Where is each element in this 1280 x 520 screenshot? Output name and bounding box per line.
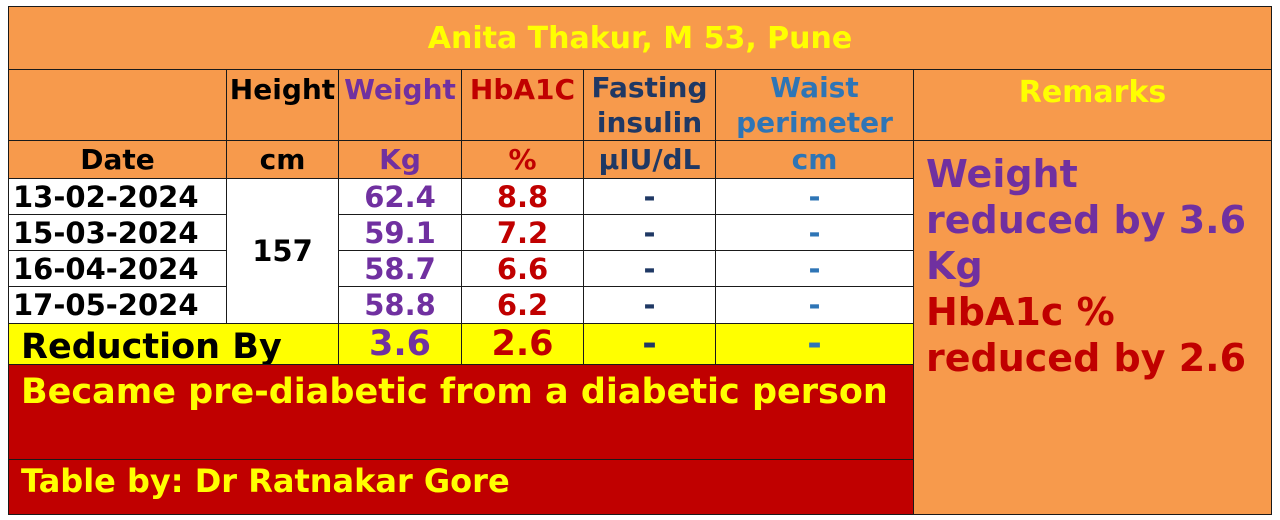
hba1c-unit: % [461, 140, 584, 179]
table-row-weight: 58.7 [338, 250, 462, 287]
waist-perimeter-header: Waist perimeter [715, 69, 914, 141]
reduction-label: Reduction By [8, 323, 339, 367]
credit-line: Table by: Dr Ratnakar Gore [8, 459, 914, 515]
date-header: Date [8, 140, 227, 179]
table-row-insulin: - [583, 250, 716, 287]
height-unit: cm [226, 140, 339, 179]
table-row-date: 17-05-2024 [8, 286, 227, 324]
table-row-weight: 58.8 [338, 286, 462, 324]
summary-banner: Became pre-diabetic from a diabetic pers… [8, 364, 914, 460]
table-row-date: 15-03-2024 [8, 214, 227, 251]
table-title: Anita Thakur, M 53, Pune [8, 6, 1272, 70]
remarks-column: Remarks Weight reduced by 3.6 Kg HbA1c %… [913, 69, 1272, 515]
table-row-waist: - [715, 250, 914, 287]
table-row-waist: - [715, 178, 914, 215]
remarks-header: Remarks [914, 70, 1271, 141]
table-row-hba1c: 6.2 [461, 286, 584, 324]
fasting-insulin-header: Fasting insulin [583, 69, 716, 141]
table-row-weight: 62.4 [338, 178, 462, 215]
table-row-hba1c: 6.6 [461, 250, 584, 287]
weight-unit: Kg [338, 140, 462, 179]
reduction-hba1c: 2.6 [461, 323, 584, 365]
table-row-waist: - [715, 286, 914, 324]
hba1c-header: HbA1C [461, 69, 584, 141]
table-row-hba1c: 7.2 [461, 214, 584, 251]
table-row-insulin: - [583, 286, 716, 324]
weight-header: Weight [338, 69, 462, 141]
reduction-waist: - [715, 323, 914, 365]
height-header: Height [226, 69, 339, 141]
table-row-waist: - [715, 214, 914, 251]
table-row-weight: 59.1 [338, 214, 462, 251]
remarks-weight: Weight reduced by 3.6 Kg [926, 152, 1247, 288]
reduction-insulin: - [583, 323, 716, 365]
table-row-insulin: - [583, 214, 716, 251]
table-row-date: 13-02-2024 [8, 178, 227, 215]
table-row-date: 16-04-2024 [8, 250, 227, 287]
remarks-hba1c: HbA1c % reduced by 2.6 [926, 290, 1247, 380]
height-value: 157 [226, 178, 339, 324]
waist-unit: cm [715, 140, 914, 179]
table-row-insulin: - [583, 178, 716, 215]
table-row-hba1c: 8.8 [461, 178, 584, 215]
fasting-insulin-unit: µIU/dL [583, 140, 716, 179]
date-header-blank [8, 69, 227, 141]
reduction-weight: 3.6 [338, 323, 462, 365]
